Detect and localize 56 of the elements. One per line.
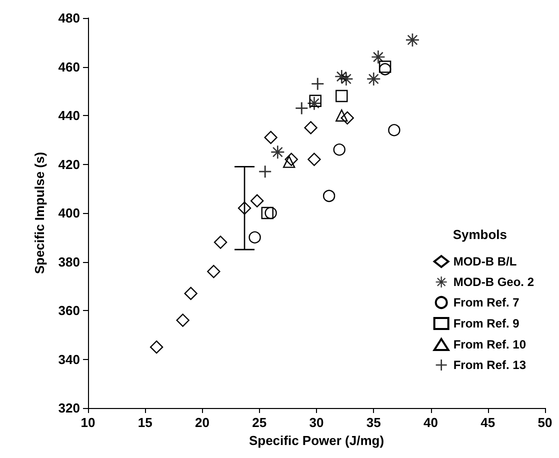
y-tick-label: 440 xyxy=(58,108,80,123)
x-tick-label: 20 xyxy=(195,415,210,430)
point xyxy=(261,206,274,220)
point xyxy=(296,102,308,114)
legend-title: Symbols xyxy=(452,227,508,242)
x-tick-label: 40 xyxy=(424,415,438,430)
point xyxy=(304,121,318,134)
legend-label: MOD-B Geo. 2 xyxy=(453,275,534,289)
point xyxy=(378,63,392,76)
point xyxy=(336,90,348,102)
y-tick-label: 420 xyxy=(58,156,80,172)
x-tick-label: 30 xyxy=(309,415,324,430)
x-tick-label: 45 xyxy=(480,415,496,430)
point xyxy=(259,166,272,178)
y-tick-label: 380 xyxy=(58,254,80,270)
point xyxy=(333,144,346,156)
point xyxy=(250,194,264,208)
point xyxy=(264,130,278,144)
point xyxy=(184,286,198,300)
x-tick-label: 25 xyxy=(252,415,267,430)
point xyxy=(264,206,277,220)
legend-label: From Ref. 10 xyxy=(453,338,526,352)
point xyxy=(340,111,354,125)
x-tick-label: 50 xyxy=(538,415,552,430)
x-axis-title: Specific Power (J/mg) xyxy=(248,433,384,448)
point xyxy=(378,60,392,73)
x-tick-label: 35 xyxy=(366,415,381,430)
point xyxy=(248,231,261,244)
legend-label: From Ref. 9 xyxy=(453,316,520,330)
point xyxy=(284,152,298,166)
point xyxy=(176,314,190,327)
point xyxy=(388,124,400,136)
y-tick-label: 460 xyxy=(58,59,80,74)
y-tick-label: 400 xyxy=(58,206,80,220)
y-tick-label: 340 xyxy=(58,352,80,367)
y-tick-label: 480 xyxy=(58,10,80,26)
point xyxy=(308,152,321,166)
point xyxy=(309,94,322,107)
point xyxy=(340,72,353,86)
point xyxy=(214,236,228,249)
legend-label: From Ref. 13 xyxy=(453,358,526,372)
y-tick-label: 360 xyxy=(58,303,80,318)
point xyxy=(336,109,348,122)
y-tick-label: 320 xyxy=(58,400,80,416)
point xyxy=(238,202,252,215)
point xyxy=(207,264,220,278)
legend-label: MOD-B B/L xyxy=(453,254,517,268)
legend-label: From Ref. 7 xyxy=(453,296,520,310)
x-tick-label: 10 xyxy=(80,415,96,430)
point xyxy=(322,190,336,202)
point xyxy=(150,340,164,354)
point xyxy=(312,78,324,90)
y-axis-title: Specific Impulse (s) xyxy=(32,152,47,274)
x-tick-label: 15 xyxy=(138,415,152,430)
point xyxy=(271,146,284,159)
point xyxy=(282,156,296,168)
